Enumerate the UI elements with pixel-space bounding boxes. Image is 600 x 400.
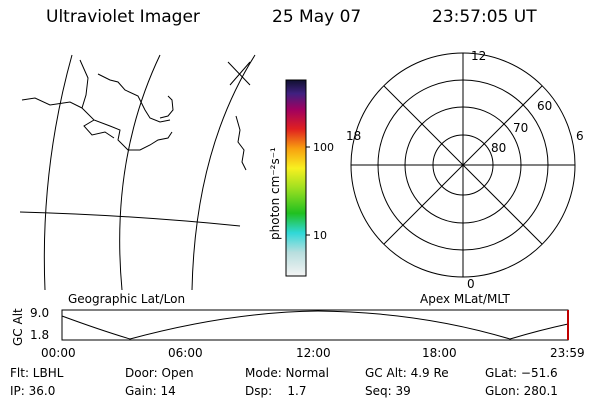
status-field: Flt: LBHL [10,366,64,380]
colorbar-label: photon cm⁻²s⁻¹ [268,147,282,240]
altitude-tick-label: 1.8 [30,328,49,342]
mlat-label: 60 [537,99,552,113]
status-field: Dsp: 1.7 [245,384,307,398]
time: 23:57:05 UT [432,7,537,27]
time-tick-label: 06:00 [168,346,203,360]
status-field: Gain: 14 [125,384,176,398]
title: Ultraviolet Imager [46,7,200,27]
altitude-label: GC Alt [11,308,25,346]
status: Flt: LBHL Door: Open Mode: Normal GC Alt: 4… [10,366,558,398]
status-field: Mode: Normal [245,366,329,380]
map [19,54,256,291]
map-label: Geographic Lat/Lon [68,292,185,306]
time-tick-label: 12:00 [296,346,331,360]
status-field: IP: 36.0 [10,384,55,398]
mlt-label: 12 [471,49,486,63]
mlt-label: 0 [467,277,475,291]
mlt-label: 6 [576,129,584,143]
time-tick-label: 18:00 [422,346,457,360]
polar-grid [350,52,576,278]
time-tick-label: 00:00 [41,346,76,360]
mlat-label: 80 [491,141,506,155]
date: 25 May 07 [272,7,361,27]
mlat-label: 70 [513,121,528,135]
status-field: GC Alt: 4.9 Re [365,366,449,380]
colorbar-tick-label: 100 [313,141,334,154]
mlt-label: 18 [346,129,361,143]
status-field: GLon: 280.1 [485,384,558,398]
status-field: Seq: 39 [365,384,411,398]
altitude-tick-label: 9.0 [30,306,49,320]
polar-label: Apex MLat/MLT [420,292,510,306]
colorbar [285,79,307,277]
altitude-curve [61,310,569,340]
altitude-panel [61,309,569,341]
time-tick-label: 23:59 [550,346,585,360]
colorbar-tick-label: 10 [313,229,327,242]
status-field: GLat: −51.6 [485,366,558,380]
status-field: Door: Open [125,366,194,380]
